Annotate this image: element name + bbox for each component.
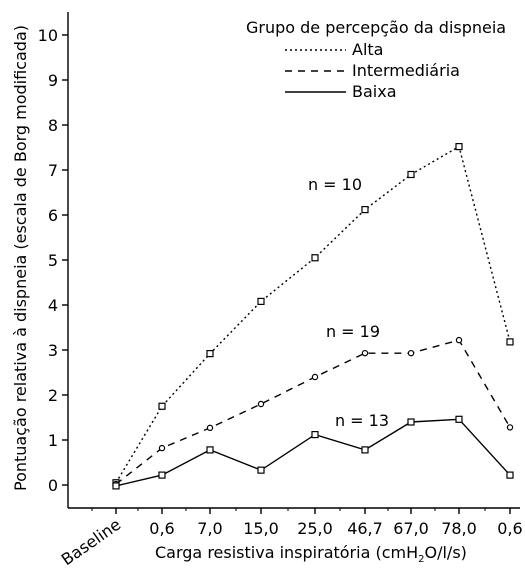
- annotations: n = 10 n = 19 n = 13: [308, 175, 389, 430]
- legend-title: Grupo de percepção da dispneia: [246, 18, 506, 37]
- y-tick-label: 1: [48, 431, 58, 450]
- x-axis-label-main: Carga resistiva inspiratória (cmH: [155, 543, 418, 562]
- data-point: [206, 350, 214, 358]
- x-tick-label: 46,7: [347, 519, 383, 538]
- y-tick-label: 7: [48, 161, 58, 180]
- data-point: [257, 400, 265, 408]
- sample-size-annotation: n = 10: [308, 175, 362, 194]
- x-tick-label: 0,6: [497, 519, 522, 538]
- y-tick-label: 3: [48, 341, 58, 360]
- data-point: [455, 143, 463, 151]
- series-intermediria: [112, 336, 514, 488]
- sample-size-annotation: n = 13: [335, 411, 389, 430]
- x-axis-label-end: O/l/s): [425, 543, 467, 562]
- y-tick-label: 10: [38, 26, 58, 45]
- data-point: [206, 446, 214, 454]
- y-tick-label: 4: [48, 296, 58, 315]
- y-axis-label: Pontuação relativa à dispneia (escala de…: [11, 25, 30, 491]
- sample-size-annotation: n = 19: [326, 322, 380, 341]
- y-tick-label: 9: [48, 71, 58, 90]
- legend: Grupo de percepção da dispneia Alta Inter…: [246, 18, 506, 101]
- legend-items: Alta Intermediária Baixa: [285, 40, 460, 101]
- data-point: [407, 349, 415, 357]
- data-point: [407, 418, 415, 426]
- y-ticks: 0 1 2 3 4 5 6 7 8 9 10: [38, 26, 68, 495]
- x-tick-label: 25,0: [297, 519, 333, 538]
- data-point: [112, 482, 120, 490]
- x-axis-label: Carga resistiva inspiratória (cmH2O/l/s): [155, 543, 467, 565]
- legend-label: Intermediária: [352, 61, 460, 80]
- data-point: [257, 466, 265, 474]
- series-baixa: [112, 415, 514, 490]
- x-tick-label: 67,0: [393, 519, 429, 538]
- data-point: [407, 170, 415, 179]
- axes: [67, 12, 520, 509]
- data-point: [506, 471, 514, 479]
- x-tick-label: 78,0: [441, 519, 477, 538]
- data-point: [455, 415, 463, 423]
- data-point: [158, 471, 166, 479]
- data-point: [158, 444, 166, 452]
- data-point: [361, 446, 369, 454]
- series-group: [112, 143, 514, 490]
- y-tick-label: 8: [48, 116, 58, 135]
- data-point: [506, 424, 514, 431]
- data-point: [506, 338, 514, 346]
- data-point: [361, 349, 369, 357]
- data-point: [311, 373, 319, 381]
- x-tick-label: 15,0: [243, 519, 279, 538]
- data-point: [311, 254, 319, 262]
- y-tick-label: 5: [48, 251, 58, 270]
- x-tick-label: Baseline: [58, 515, 124, 569]
- y-tick-label: 6: [48, 206, 58, 225]
- legend-label: Alta: [352, 40, 383, 59]
- data-point: [158, 402, 166, 410]
- series-line-baixa: [115, 418, 511, 487]
- data-point: [257, 297, 265, 305]
- series-line-intermediria: [115, 339, 511, 485]
- data-point: [206, 424, 214, 432]
- y-tick-label: 2: [48, 386, 58, 405]
- legend-label: Baixa: [352, 82, 397, 101]
- data-point: [455, 336, 463, 344]
- data-point: [311, 431, 319, 439]
- x-axis-label-subscript: 2: [418, 554, 424, 565]
- x-tick-label: 7,0: [197, 519, 222, 538]
- x-tick-label: 0,6: [149, 519, 174, 538]
- data-point: [361, 206, 369, 214]
- y-tick-label: 0: [48, 476, 58, 495]
